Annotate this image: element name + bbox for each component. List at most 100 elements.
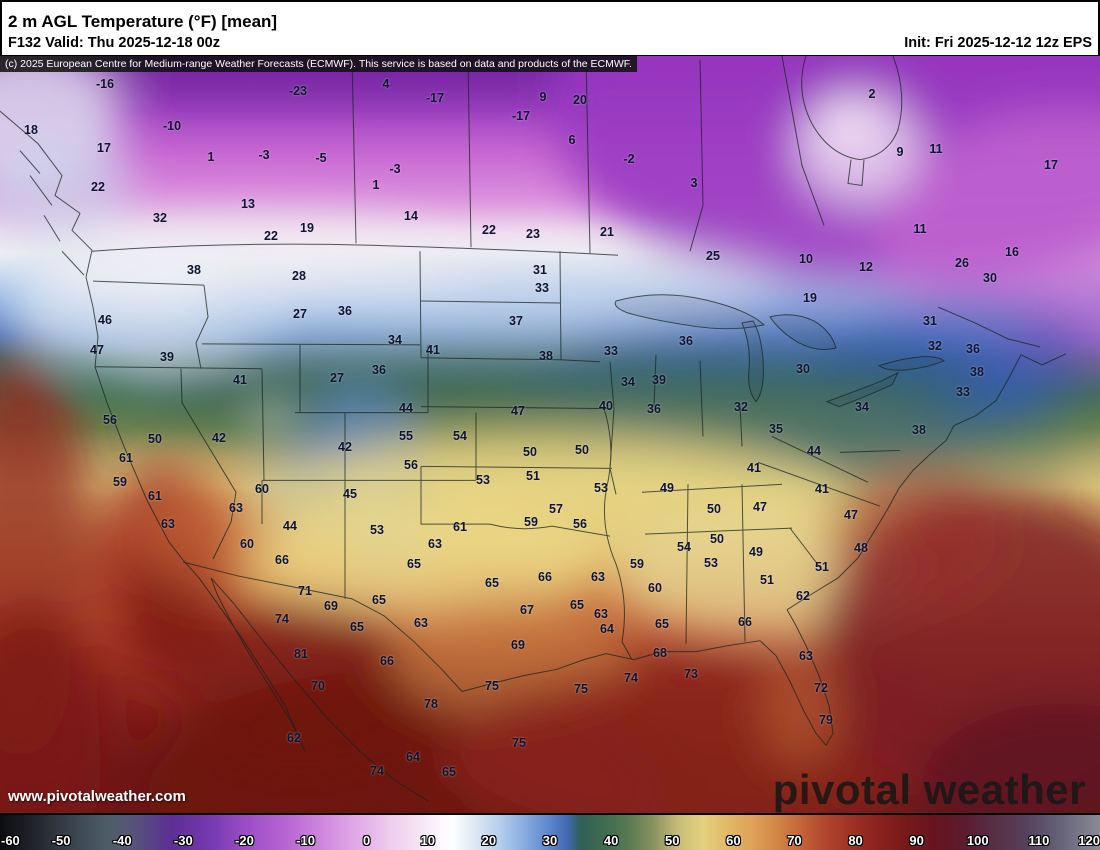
- colorbar-ticks: -60 -50 -40 -30 -20 -10 0 10 20 30 40 50 60 70 80 90 100…: [0, 815, 1100, 850]
- temperature-label: 56: [103, 413, 117, 427]
- temperature-label: 81: [294, 647, 308, 661]
- temperature-label: 14: [404, 209, 418, 223]
- temperature-label: 65: [407, 557, 421, 571]
- temperature-label: 59: [630, 557, 644, 571]
- temperature-label: 69: [511, 638, 525, 652]
- temperature-label: 49: [660, 481, 674, 495]
- temperature-label: 19: [803, 291, 817, 305]
- temperature-label: 61: [453, 520, 467, 534]
- temperature-label: 23: [526, 227, 540, 241]
- temperature-label: 25: [706, 249, 720, 263]
- temperature-label: 51: [760, 573, 774, 587]
- temperature-label: 40: [599, 399, 613, 413]
- temperature-label: 63: [591, 570, 605, 584]
- temperature-label: 63: [161, 517, 175, 531]
- temperature-label: 1: [207, 150, 215, 164]
- temperature-label: 67: [520, 603, 534, 617]
- temperature-label: -3: [258, 148, 270, 162]
- temperature-labels-layer: -16 -23 4 -17 9 20 2 18 -10 -17 6 9 11 17 1 -3 -5 -3 -2 17 2…: [0, 56, 1100, 813]
- temperature-label: 22: [482, 223, 496, 237]
- temperature-label: 47: [753, 500, 767, 514]
- temperature-label: 27: [293, 307, 307, 321]
- valid-time: F132 Valid: Thu 2025-12-18 00z: [8, 35, 220, 51]
- temperature-label: 11: [913, 222, 927, 236]
- temperature-label: 45: [343, 487, 357, 501]
- temperature-label: 63: [414, 616, 428, 630]
- temperature-label: 21: [600, 225, 614, 239]
- temperature-label: 34: [855, 400, 869, 414]
- temperature-label: 17: [97, 141, 111, 155]
- colorbar-gradient: [0, 815, 1100, 850]
- watermark-url: www.pivotalweather.com: [8, 788, 186, 805]
- map-area: (c) 2025 European Centre for Medium-rang…: [0, 55, 1100, 815]
- temperature-label: 59: [524, 515, 538, 529]
- temperature-label: 44: [283, 519, 297, 533]
- temperature-label: 63: [799, 649, 813, 663]
- temperature-label: 79: [819, 713, 833, 727]
- temperature-label: 56: [573, 517, 587, 531]
- temperature-label: 35: [769, 422, 783, 436]
- temperature-label: 20: [573, 93, 587, 107]
- temperature-label: 47: [90, 343, 104, 357]
- temperature-label: 50: [710, 532, 724, 546]
- colorbar-tick-label: 80: [848, 833, 863, 848]
- colorbar-tick-label: 70: [787, 833, 802, 848]
- temperature-label: 64: [600, 622, 614, 636]
- temperature-label: 22: [264, 229, 278, 243]
- colorbar-tick-label: -10: [296, 833, 315, 848]
- temperature-label: 3: [690, 176, 698, 190]
- temperature-label: 62: [287, 731, 301, 745]
- temperature-label: 17: [1044, 158, 1058, 172]
- map-header: 2 m AGL Temperature (°F) [mean] F132 Val…: [0, 0, 1100, 55]
- temperature-label: 19: [300, 221, 314, 235]
- header-left: 2 m AGL Temperature (°F) [mean] F132 Val…: [8, 12, 277, 51]
- temperature-label: 65: [570, 598, 584, 612]
- colorbar-tick-label: 50: [664, 833, 680, 848]
- temperature-label: 32: [928, 339, 942, 353]
- temperature-label: 16: [1005, 245, 1019, 259]
- temperature-label: -3: [389, 162, 401, 176]
- temperature-label: 71: [298, 584, 312, 598]
- temperature-label: 36: [679, 334, 693, 348]
- geography-borders: [0, 56, 1067, 802]
- temperature-label: 11: [929, 142, 943, 156]
- temperature-label: 57: [549, 502, 563, 516]
- temperature-label: 31: [533, 263, 547, 277]
- temperature-label: 56: [404, 458, 418, 472]
- temperature-label: -17: [511, 109, 531, 123]
- temperature-label: 60: [648, 581, 662, 595]
- temperature-label: 44: [399, 401, 413, 415]
- temperature-label: 18: [24, 123, 38, 137]
- temperature-label: 36: [966, 342, 980, 356]
- temperature-label: 50: [148, 432, 162, 446]
- temperature-label: 47: [844, 508, 858, 522]
- temperature-field-map: [0, 56, 1100, 813]
- colorbar-tick-label: 120: [1078, 833, 1100, 848]
- temperature-label: 65: [350, 620, 364, 634]
- temperature-label: 33: [956, 385, 970, 399]
- temperature-label: 60: [255, 482, 269, 496]
- colorbar-tick-label: 60: [726, 833, 741, 848]
- temperature-label: 30: [983, 271, 997, 285]
- temperature-label: 54: [453, 429, 467, 443]
- temperature-label: 13: [241, 197, 255, 211]
- colorbar-tick-label: 110: [1028, 833, 1050, 848]
- colorbar-tick-label: -30: [173, 833, 193, 848]
- temperature-label: 37: [509, 314, 523, 328]
- temperature-label: 66: [380, 654, 394, 668]
- temperature-label: 27: [330, 371, 344, 385]
- colorbar: -60 -50 -40 -30 -20 -10 0 10 20 30 40 50 60 70 80 90 100…: [0, 815, 1100, 850]
- temperature-label: 33: [535, 281, 549, 295]
- temperature-label: 33: [604, 344, 618, 358]
- temperature-label: 50: [523, 445, 537, 459]
- temperature-label: 10: [799, 252, 813, 266]
- colorbar-tick-label: 0: [363, 833, 371, 848]
- temperature-label: 31: [923, 314, 937, 328]
- temperature-label: 55: [399, 429, 413, 443]
- temperature-label: 48: [854, 541, 868, 555]
- temperature-label: 9: [539, 90, 547, 104]
- temperature-label: 66: [275, 553, 289, 567]
- temperature-label: 65: [442, 765, 456, 779]
- temperature-label: 68: [653, 646, 667, 660]
